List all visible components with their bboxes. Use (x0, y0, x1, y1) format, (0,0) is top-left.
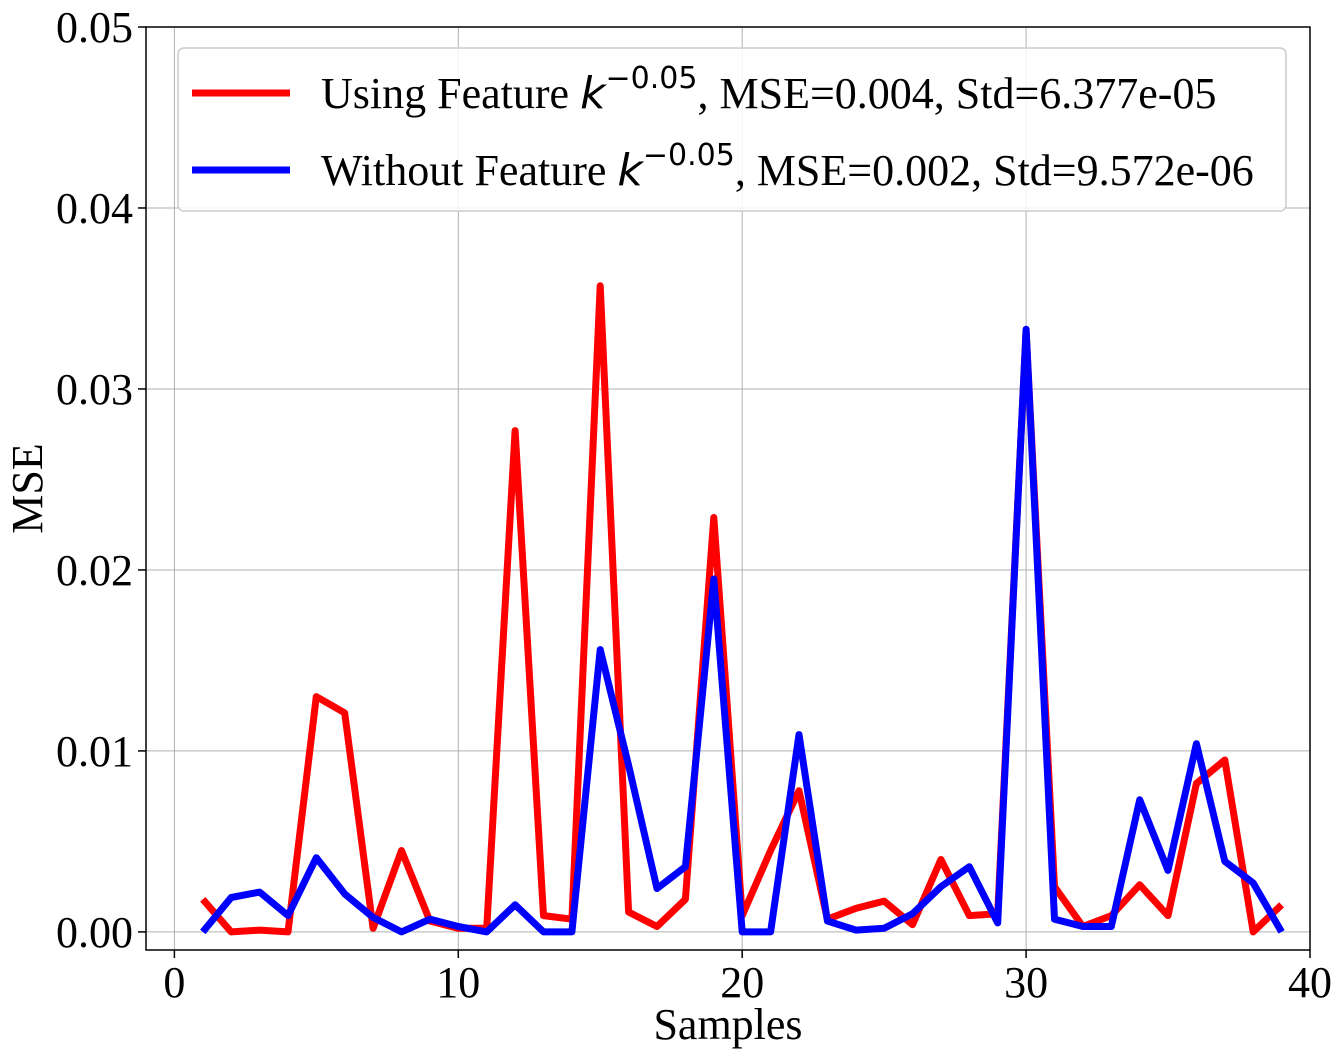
legend-label-prefix: Using Feature (321, 69, 580, 118)
legend: Using Feature k−0.05, MSE=0.004, Std=6.3… (177, 47, 1287, 212)
legend-label-suffix: , MSE=0.004, Std=6.377e-05 (697, 69, 1216, 118)
legend-label-math-exp: −0.05 (643, 138, 735, 173)
y-axis-ticks: 0.00 0.01 0.02 0.03 0.04 0.05 (56, 3, 146, 957)
y-tick-label: 0.04 (56, 184, 133, 233)
y-tick-label: 0.01 (56, 727, 133, 776)
series-line-2 (200, 325, 1285, 936)
legend-label-math-exp: −0.05 (606, 61, 698, 96)
legend-label-prefix: Without Feature (321, 146, 617, 195)
x-axis-ticks: 0 10 20 30 40 (163, 950, 1332, 1007)
legend-label-suffix: , MSE=0.002, Std=9.572e-06 (735, 146, 1254, 195)
plot-frame (145, 26, 1311, 951)
x-tick-label: 30 (1004, 958, 1048, 1007)
x-tick-label: 20 (720, 958, 764, 1007)
x-tick-label: 0 (163, 958, 185, 1007)
y-tick-label: 0.00 (56, 908, 133, 957)
legend-label-math-base: k (580, 68, 607, 119)
series-layer (200, 282, 1285, 936)
y-tick-label: 0.02 (56, 546, 133, 595)
y-axis-title: MSE (3, 443, 52, 533)
legend-box (177, 47, 1287, 212)
legend-entry-1: Using Feature k−0.05, MSE=0.004, Std=6.3… (321, 61, 1216, 119)
y-tick-label: 0.05 (56, 3, 133, 52)
x-tick-label: 40 (1288, 958, 1332, 1007)
y-tick-label: 0.03 (56, 365, 133, 414)
legend-label-math-base: k (617, 145, 644, 196)
x-axis-title: Samples (653, 1000, 802, 1049)
legend-entry-2: Without Feature k−0.05, MSE=0.002, Std=9… (321, 138, 1254, 196)
x-tick-label: 10 (436, 958, 480, 1007)
